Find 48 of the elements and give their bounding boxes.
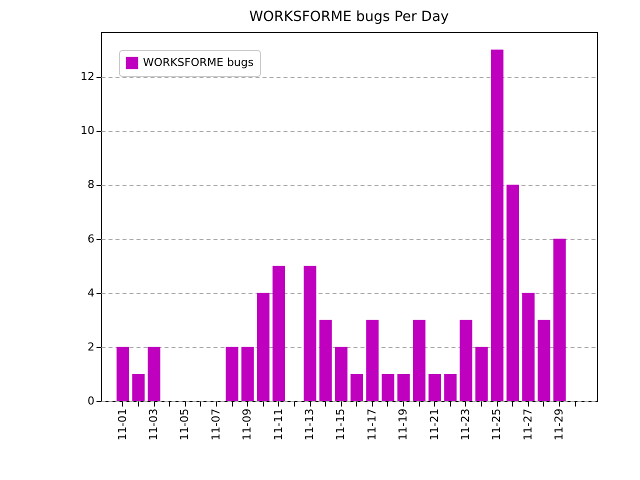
bar (553, 238, 566, 401)
bar (241, 346, 254, 401)
x-tick-label: 11-19 (396, 408, 410, 440)
x-tick-label: 11-17 (365, 408, 378, 440)
bar (132, 374, 145, 401)
x-tick-label: 11-27 (521, 408, 534, 440)
bar (116, 346, 130, 401)
y-tick-label: 8 (88, 178, 94, 192)
bar (538, 320, 550, 401)
y-tick-label: 6 (88, 232, 94, 246)
bar (304, 266, 316, 401)
y-tick-label: 2 (88, 340, 94, 354)
x-tick-label: 11-07 (209, 408, 222, 440)
x-tick-label: 11-01 (116, 408, 129, 440)
x-tick-label: 11-29 (552, 408, 566, 440)
bar (148, 346, 160, 401)
bar (475, 346, 488, 401)
bar (382, 374, 394, 401)
x-tick-label: 11-03 (147, 408, 160, 440)
x-tick-label: 11-15 (334, 408, 348, 440)
bar (444, 374, 457, 401)
bar (272, 266, 286, 401)
bar (506, 184, 520, 401)
bar (460, 320, 472, 401)
legend-label: WORKSFORME bugs (143, 56, 254, 69)
chart-title: WORKSFORME bugs Per Day (249, 9, 449, 25)
bar (366, 320, 379, 401)
bar (334, 346, 348, 401)
x-tick-label: 11-13 (303, 408, 316, 440)
x-tick-label: 11-09 (240, 408, 254, 440)
bar (397, 374, 410, 401)
x-tick-label: 11-25 (490, 408, 504, 440)
bar (350, 374, 364, 401)
bar (490, 50, 504, 401)
y-tick-label: 0 (88, 394, 94, 408)
x-tick-label: 11-21 (428, 408, 441, 440)
bar (412, 320, 426, 401)
y-tick-label: 10 (80, 124, 94, 138)
bar (226, 346, 238, 401)
bar (522, 292, 535, 401)
bar (319, 320, 332, 401)
y-tick-label: 12 (80, 70, 94, 84)
y-tick-label: 4 (88, 286, 94, 300)
x-tick-label: 11-11 (272, 408, 285, 440)
x-tick-label: 11-23 (458, 408, 472, 440)
x-tick-label: 11-05 (178, 408, 192, 440)
bar (428, 374, 442, 401)
bar (256, 292, 270, 401)
